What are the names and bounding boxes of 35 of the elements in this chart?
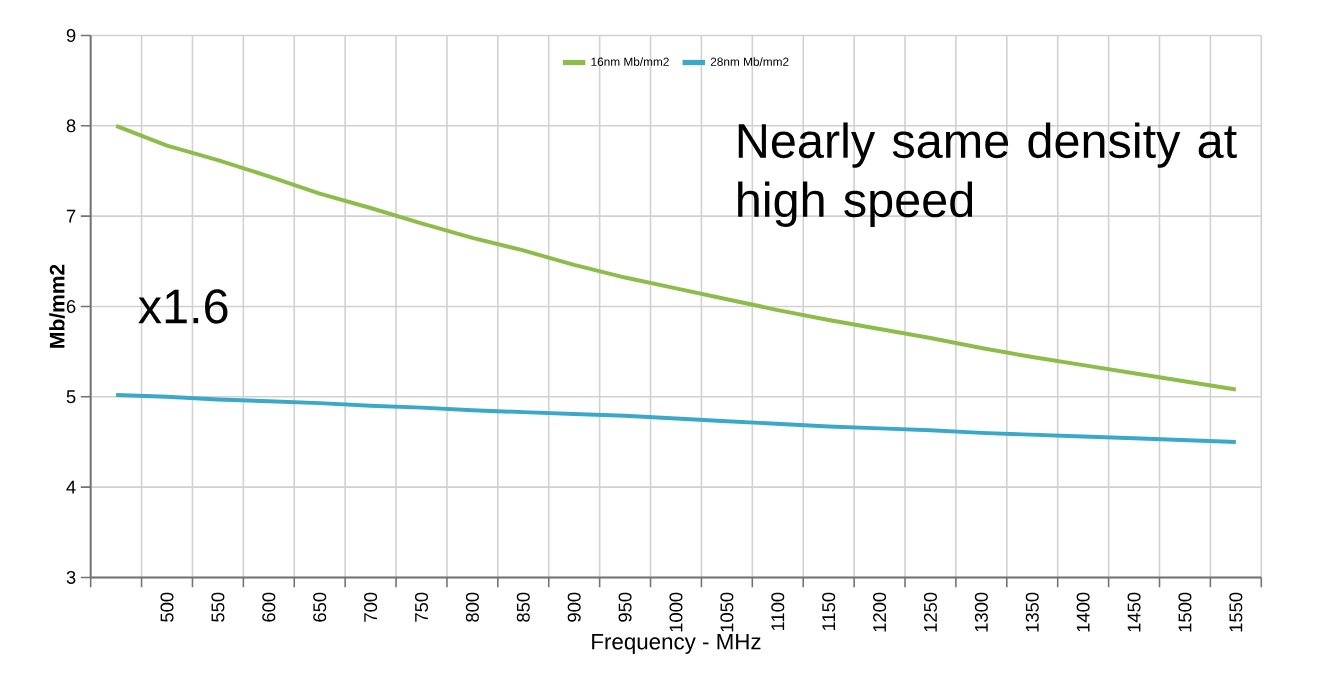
x-tick-label: 1350 — [1025, 592, 1039, 632]
x-tick-label: 1150 — [822, 592, 836, 631]
legend-label: 28nm Mb/mm2 — [710, 57, 789, 66]
x-tick-label: 1100 — [771, 592, 785, 631]
y-tick-label: 3 — [66, 570, 76, 584]
x-tick-label: 1000 — [669, 592, 683, 632]
x-tick-label: 1250 — [923, 592, 937, 632]
x-axis-title: Frequency - MHz — [592, 634, 761, 655]
x-tick-label: 900 — [567, 592, 581, 622]
x-tick-label: 1450 — [1127, 592, 1141, 632]
x-tick-label: 500 — [160, 592, 174, 622]
y-tick-label: 7 — [66, 209, 76, 223]
y-axis-title: Mb/mm2 — [49, 264, 65, 348]
x-tick-label: 1200 — [873, 592, 887, 632]
annotation: Nearly same density at high speed — [738, 122, 1237, 227]
x-tick-label: 950 — [618, 592, 632, 622]
x-tick-label: 1050 — [720, 592, 734, 632]
x-tick-label: 1300 — [974, 592, 988, 632]
y-tick-label: 5 — [66, 390, 76, 404]
x-tick-label: 800 — [465, 592, 479, 622]
legend-label: 16nm Mb/mm2 — [591, 57, 669, 66]
y-tick-label: 8 — [66, 119, 76, 133]
x-tick-label: 1400 — [1076, 592, 1090, 632]
y-tick-label: 6 — [66, 299, 76, 314]
x-tick-label: 1500 — [1178, 592, 1192, 632]
y-tick-label: 9 — [66, 28, 76, 43]
x-tick-label: 1550 — [1229, 592, 1243, 632]
x-tick-label: 650 — [313, 592, 327, 622]
y-tick-label: 4 — [66, 480, 76, 494]
x-tick-label: 600 — [262, 592, 276, 622]
annotation: x1.6 — [138, 289, 228, 324]
x-tick-label: 750 — [414, 592, 429, 622]
x-tick-label: 850 — [516, 592, 530, 622]
x-tick-label: 700 — [364, 592, 378, 622]
x-tick-label: 550 — [211, 592, 225, 622]
